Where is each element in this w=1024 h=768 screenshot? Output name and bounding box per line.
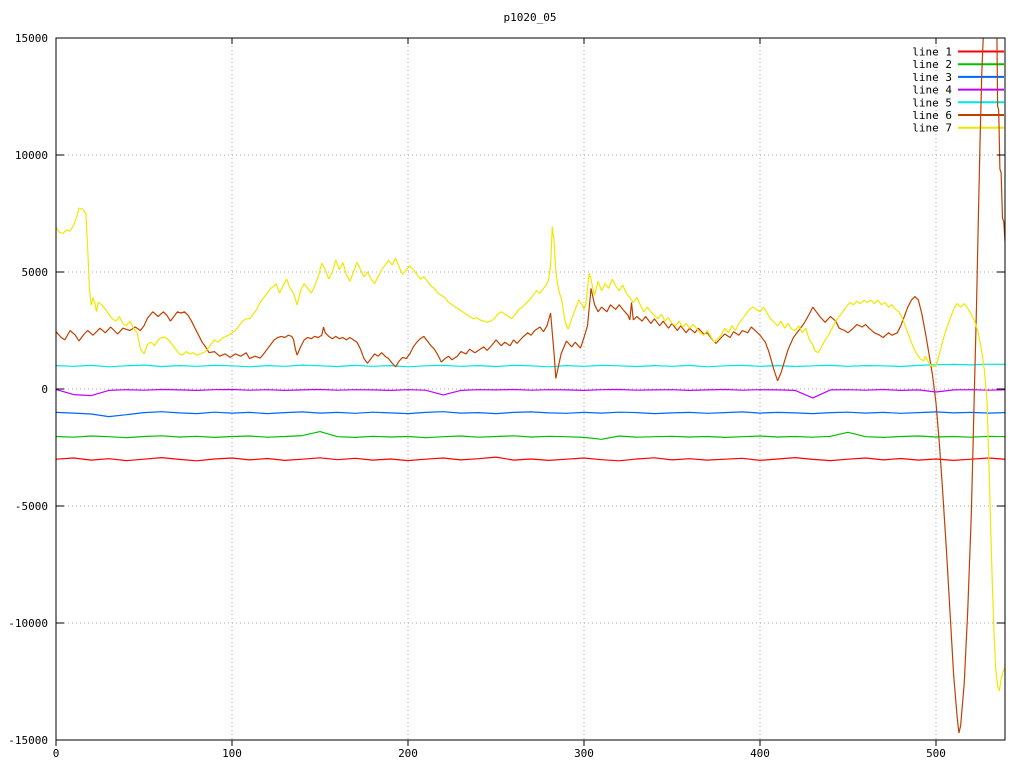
y-tick-label: -15000 (8, 734, 48, 747)
series-line-2 (56, 431, 1005, 440)
legend-label: line 4 (912, 84, 952, 97)
axis-layer (55, 37, 1006, 746)
series-line-4 (56, 388, 1005, 399)
x-tick-label: 400 (750, 747, 770, 760)
x-tick-label: 200 (398, 747, 418, 760)
y-tick-label: 15000 (15, 32, 48, 45)
y-tick-label: -5000 (15, 500, 48, 513)
plot-border (55, 37, 1006, 741)
x-tick-label: 300 (574, 747, 594, 760)
series-line-7 (56, 207, 1005, 692)
y-tick-label: -10000 (8, 617, 48, 630)
legend-label: line 2 (912, 58, 952, 71)
legend-label: line 7 (912, 122, 952, 135)
series-line-6 (56, 38, 1005, 734)
x-tick-label: 0 (53, 747, 60, 760)
legend-label: line 1 (912, 46, 952, 59)
y-tick-label: 10000 (15, 149, 48, 162)
x-tick-label: 100 (222, 747, 242, 760)
grid-layer (56, 38, 1005, 740)
series-line-3 (56, 411, 1005, 418)
label-layer: 0 100 200 300 400 500 -15000 -10000 -5000 0 5000 10… (8, 32, 946, 760)
x-tick-label: 500 (926, 747, 946, 760)
y-tick-label: 0 (41, 383, 48, 396)
series-line-1 (56, 456, 1005, 462)
legend-label: line 5 (912, 96, 952, 109)
legend-label: line 6 (912, 109, 952, 122)
series-line-5 (56, 363, 1005, 368)
legend-label: line 3 (912, 71, 952, 84)
chart-title: p1020_05 (504, 11, 557, 24)
y-tick-label: 5000 (22, 266, 49, 279)
series-layer (56, 38, 1005, 734)
